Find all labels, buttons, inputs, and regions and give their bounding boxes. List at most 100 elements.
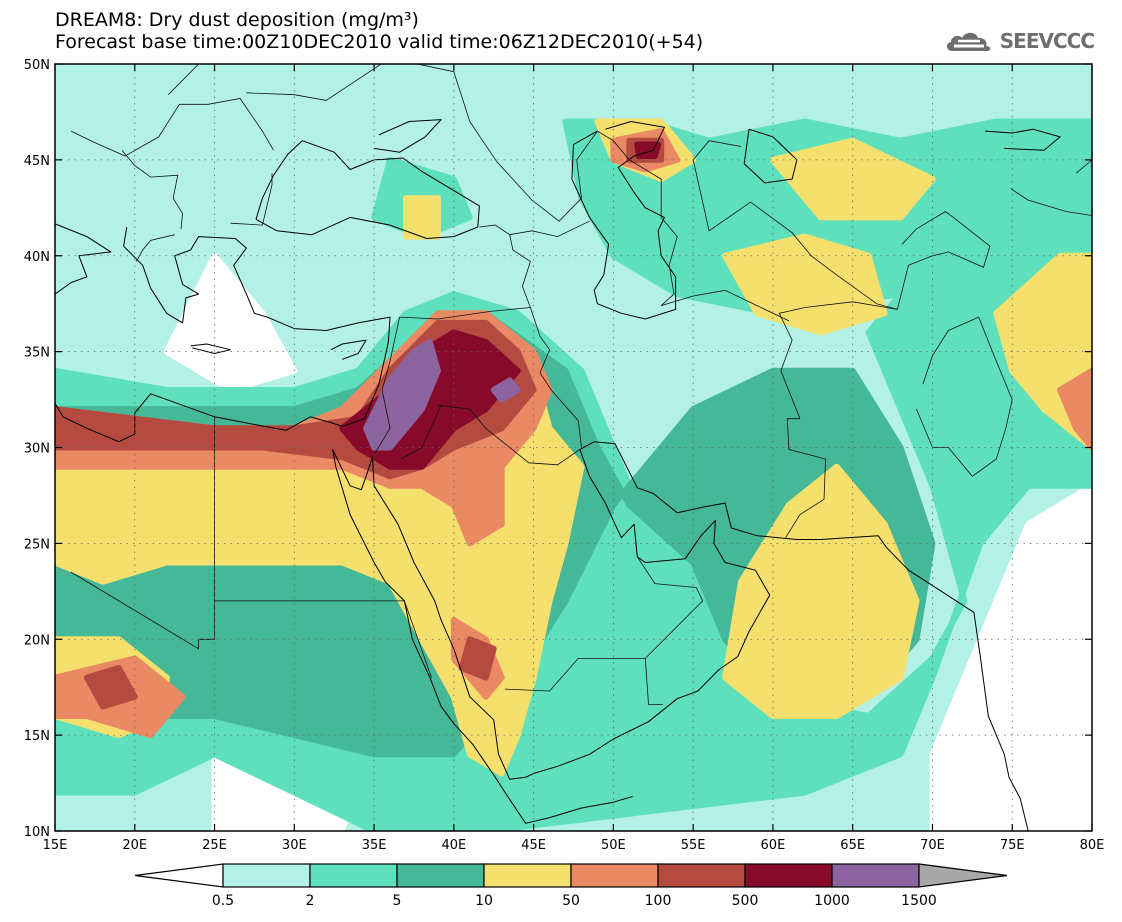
country-border-24 (179, 98, 274, 151)
lon-tick-label: 20E (122, 838, 147, 853)
country-border-19 (509, 234, 531, 308)
dust-region-west-africa-red (83, 665, 138, 710)
country-border-20 (230, 173, 273, 226)
country-border-10 (636, 556, 704, 602)
legend-arrow-high (918, 863, 1008, 888)
lon-tick-label: 15E (43, 838, 68, 853)
axis-ticks: 15E 20E 25E 30E 35E 40E 45E 50E 55E 60E 65E 70E 75E 8… (24, 58, 1105, 853)
legend-level-label: 2 (306, 893, 315, 909)
legend-level-label: 50 (562, 893, 580, 909)
map-subtitle: Forecast base time:00Z10DEC2010 valid ti… (55, 31, 704, 53)
lon-tick-label: 30E (282, 838, 307, 853)
country-border-2 (404, 600, 432, 678)
coastline-4 (255, 140, 480, 239)
lon-tick-label: 45E (521, 838, 546, 853)
country-border-29 (931, 64, 1092, 65)
lon-tick-label: 25E (202, 838, 227, 853)
dust-region-pakistan-orange (1057, 367, 1092, 451)
coastline-5 (374, 119, 442, 153)
lon-tick-label: 40E (441, 838, 466, 853)
dust-region-blacksea-yellow (403, 195, 441, 240)
country-border-26 (246, 64, 454, 101)
lon-tick-label: 50E (601, 838, 626, 853)
logo-text: SEEVCCC (999, 29, 1095, 53)
legend-swatch (744, 863, 833, 888)
lat-tick-label: 30N (24, 442, 50, 457)
legend-swatch (570, 863, 659, 888)
legend-swatch (222, 863, 311, 888)
lon-tick-label: 75E (1000, 838, 1025, 853)
lat-tick-label: 45N (24, 154, 50, 169)
country-border-17 (876, 211, 991, 310)
country-border-25 (168, 64, 200, 95)
legend-swatch (396, 863, 485, 888)
legend-level-label: 10 (475, 893, 493, 909)
map-title: DREAM8: Dry dust deposition (mg/m³) (55, 9, 419, 31)
country-border-4 (399, 307, 531, 320)
country-border-0 (214, 416, 405, 602)
lon-tick-label: 55E (681, 838, 706, 853)
country-border-31 (1075, 159, 1092, 174)
gridlines (55, 64, 1092, 831)
coastline-10 (330, 339, 367, 360)
coastline-0 (55, 223, 112, 295)
country-border-18 (479, 220, 590, 238)
legend-level-label: 1000 (814, 893, 850, 909)
lon-tick-label: 60E (761, 838, 786, 853)
country-border-3 (372, 317, 400, 458)
country-border-30 (1010, 188, 1092, 216)
lon-tick-label: 65E (840, 838, 865, 853)
country-border-22 (121, 150, 184, 229)
coastline-2 (332, 441, 1029, 831)
country-border-16 (692, 140, 877, 305)
lat-tick-label: 40N (24, 250, 50, 265)
country-border-7 (401, 405, 442, 460)
country-border-6 (530, 307, 582, 448)
legend-arrow-low (134, 863, 224, 888)
country-border-28 (558, 130, 598, 222)
country-border-12 (778, 301, 898, 419)
dust-region-iraq-purple (490, 377, 521, 403)
lat-tick-label: 10N (24, 825, 50, 840)
coastline-6 (571, 121, 677, 320)
country-border-9 (644, 658, 663, 705)
lon-tick-label: 80E (1080, 838, 1105, 853)
country-border-14 (661, 289, 790, 322)
dust-region-iran-yellow (722, 233, 888, 336)
legend-swatch (657, 863, 746, 888)
dust-region-clear-med (163, 252, 298, 393)
color-legend: 0.5 2 5 10 50 100 500 1000 1500 (134, 863, 1008, 909)
logo: SEEVCCC (944, 26, 1095, 56)
lat-tick-label: 35N (24, 346, 50, 361)
lat-tick-label: 50N (24, 58, 50, 73)
legend-level-label: 500 (732, 893, 759, 909)
coastline-3 (332, 449, 633, 824)
country-border-8 (504, 600, 703, 692)
coastline-layer (55, 119, 1061, 831)
lon-tick-label: 35E (362, 838, 387, 853)
legend-level-label: 100 (645, 893, 672, 909)
lat-tick-label: 15N (24, 729, 50, 744)
legend-level-label: 0.5 (212, 893, 234, 909)
legend-level-label: 5 (393, 893, 402, 909)
cloud-icon (946, 32, 991, 51)
coastline-1 (55, 226, 391, 443)
country-border-27 (453, 71, 560, 222)
coastline-8 (985, 128, 1061, 151)
country-border-23 (70, 104, 180, 157)
coastline-9 (190, 343, 231, 354)
legend-swatch (831, 863, 920, 888)
legend-level-label: 1500 (901, 893, 937, 909)
country-border-11 (785, 418, 827, 538)
legend-swatch (309, 863, 398, 888)
dust-region-kazakh-yellow (769, 137, 936, 221)
legend-swatch (483, 863, 572, 888)
lat-tick-label: 20N (24, 633, 50, 648)
country-border-15 (597, 130, 678, 306)
lon-tick-label: 70E (920, 838, 945, 853)
lat-tick-label: 25N (24, 537, 50, 552)
dust-region-levant-purple (363, 339, 441, 451)
country-border-5 (437, 404, 581, 466)
dust-region-arabia-red-spot (458, 636, 497, 681)
